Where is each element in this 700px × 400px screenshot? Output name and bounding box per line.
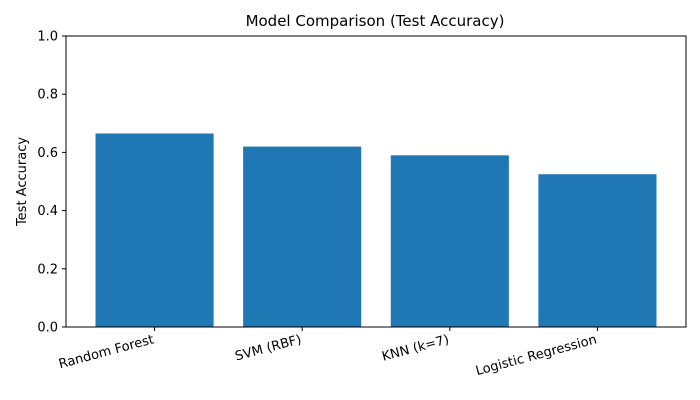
bars-group: [95, 133, 657, 327]
y-tick-label-4: 0.8: [37, 88, 58, 103]
y-tick-label-0: 0.0: [37, 321, 58, 336]
y-tick-label-3: 0.6: [37, 146, 58, 161]
chart-title: Model Comparison (Test Accuracy): [246, 12, 505, 30]
bar-1: [243, 146, 362, 327]
x-tick-label-0: Random Forest: [57, 332, 155, 372]
plot-area-frame: [65, 35, 687, 328]
bar-0: [95, 133, 214, 327]
y-tick-label-5: 1.0: [37, 30, 58, 45]
y-axis: 0.0 0.2 0.4 0.6 0.8 1.0: [37, 30, 66, 336]
bar-3: [538, 174, 657, 327]
bar-2: [390, 155, 509, 327]
x-tick-label-1: SVM (RBF): [234, 332, 304, 364]
y-axis-label: Test Accuracy: [15, 137, 30, 227]
y-tick-label-1: 0.2: [37, 262, 58, 277]
x-tick-label-2: KNN (k=7): [380, 332, 450, 364]
x-tick-label-3: Logistic Regression: [474, 332, 598, 379]
x-axis: Random Forest SVM (RBF) KNN (k=7) Logistic …: [57, 327, 598, 379]
y-tick-label-2: 0.4: [37, 204, 58, 219]
